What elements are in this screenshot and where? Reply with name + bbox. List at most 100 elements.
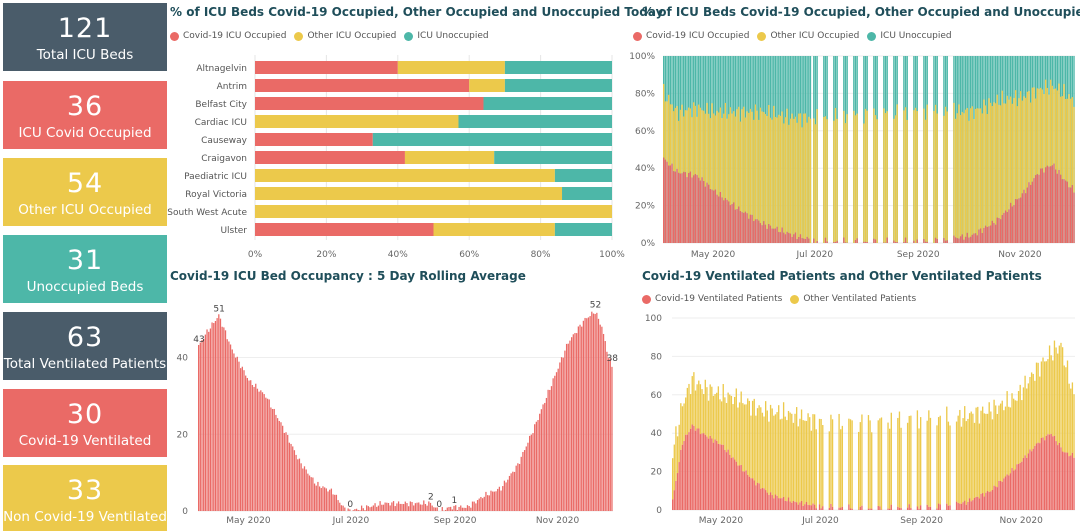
- bar-covid-vent: [815, 508, 817, 510]
- bar-other-vent: [1042, 357, 1044, 438]
- bar-other: [984, 105, 987, 226]
- bar-other: [683, 116, 685, 172]
- bar: [525, 446, 527, 511]
- bar-other: [751, 111, 753, 215]
- bar-covid-vent: [859, 506, 861, 510]
- bar: [460, 505, 462, 511]
- kpi-card[interactable]: 36 ICU Covid Occupied: [3, 81, 167, 149]
- trend-chart-title: % of ICU Beds Covid-19 Occupied, Other O…: [642, 5, 1080, 19]
- legend-item-other[interactable]: Other ICU Occupied: [757, 31, 859, 41]
- bar-other: [1013, 97, 1015, 206]
- bar: [520, 456, 522, 511]
- bar-covid: [754, 219, 757, 243]
- bar-other-vent: [964, 406, 966, 501]
- bar: [263, 394, 265, 511]
- bar-covid-vent: [771, 495, 773, 510]
- bar-other-vent: [712, 395, 715, 443]
- x-tick-label: Nov 2020: [998, 250, 1042, 260]
- bar-other-vent: [830, 414, 832, 504]
- kpi-card[interactable]: 121 Total ICU Beds: [3, 3, 167, 71]
- bar: [413, 505, 415, 511]
- bar-other: [794, 116, 797, 233]
- bar-other: [933, 110, 935, 243]
- bar-other: [946, 111, 948, 241]
- bar-other-vent: [1047, 359, 1049, 435]
- bar-other: [978, 108, 980, 230]
- bar-other-vent: [756, 408, 759, 483]
- x-tick-label: 100%: [599, 250, 625, 260]
- data-label: 1: [452, 496, 458, 506]
- bar-covid: [683, 171, 685, 243]
- bar-covid: [699, 180, 702, 243]
- bar-covid-vent: [1016, 464, 1018, 510]
- bar-other-vent: [920, 417, 922, 506]
- bar-covid: [1001, 215, 1003, 243]
- bar-segment: [255, 61, 398, 74]
- bar-covid-vent: [699, 434, 702, 510]
- bar-covid: [1054, 169, 1057, 243]
- bar-other-vent: [1070, 388, 1072, 456]
- legend-item-unocc[interactable]: ICU Unoccupied: [404, 31, 489, 41]
- bar-segment: [255, 223, 434, 236]
- kpi-card[interactable]: 54 Other ICU Occupied: [3, 158, 167, 226]
- bar-segment: [255, 151, 405, 164]
- bar: [513, 471, 516, 511]
- bar-covid: [759, 223, 762, 243]
- bar-other: [768, 104, 770, 225]
- bar-covid: [976, 235, 978, 243]
- bar: [517, 463, 519, 511]
- bar-other-vent: [717, 386, 720, 444]
- bar-other-vent: [742, 403, 744, 472]
- bar-covid-vent: [773, 498, 775, 510]
- bar: [297, 459, 299, 511]
- bar-other: [736, 109, 738, 210]
- legend-item-unocc[interactable]: ICU Unoccupied: [867, 31, 952, 41]
- bar-covid-vent: [1065, 452, 1067, 510]
- bar: [386, 502, 388, 511]
- bar-segment: [255, 187, 563, 200]
- bar-other-vent: [1040, 361, 1043, 438]
- bar-other: [971, 106, 973, 235]
- bar-other: [964, 109, 967, 237]
- bar-covid: [824, 237, 827, 243]
- bar-covid: [1048, 166, 1050, 243]
- bar-other: [704, 113, 707, 187]
- legend-item-covid-vent[interactable]: Covid-19 Ventilated Patients: [642, 294, 782, 304]
- bar-covid: [843, 237, 845, 243]
- bar-other: [979, 108, 982, 229]
- legend-item-covid[interactable]: Covid-19 ICU Occupied: [170, 31, 286, 41]
- bar-other-vent: [740, 391, 742, 465]
- bar-other: [883, 108, 885, 243]
- bar: [292, 446, 294, 511]
- bar-covid-vent: [760, 488, 762, 510]
- kpi-card[interactable]: 30 Covid-19 Ventilated: [3, 389, 167, 457]
- bar-covid: [694, 174, 697, 243]
- bar-other-vent: [869, 420, 871, 509]
- legend-item-covid[interactable]: Covid-19 ICU Occupied: [633, 31, 749, 41]
- kpi-card[interactable]: 31 Unoccupied Beds: [3, 235, 167, 303]
- bar-other: [996, 94, 998, 218]
- bar-other-vent: [822, 425, 824, 507]
- bar-other: [934, 104, 937, 238]
- y-tick-label: 60%: [635, 127, 655, 137]
- bar-other-vent: [704, 379, 706, 435]
- y-tick-label: 80: [651, 352, 663, 362]
- legend-item-other-vent[interactable]: Other Ventilated Patients: [790, 294, 916, 304]
- bar: [305, 469, 307, 511]
- bar-other-vent: [1017, 391, 1020, 464]
- kpi-card[interactable]: 33 Non Covid-19 Ventilated: [3, 465, 167, 531]
- bar-other: [663, 83, 665, 158]
- bar-other-vent: [683, 403, 685, 442]
- bar: [229, 344, 232, 511]
- bar-other: [668, 94, 670, 166]
- bar-covid-vent: [983, 496, 985, 510]
- bar-covid-vent: [1013, 470, 1015, 510]
- bar-covid: [739, 211, 742, 243]
- bar-other: [874, 115, 877, 240]
- bar-other-vent: [773, 415, 775, 499]
- kpi-card[interactable]: 63 Total Ventilated Patients: [3, 312, 167, 380]
- bar-other: [969, 108, 972, 237]
- legend-item-other[interactable]: Other ICU Occupied: [294, 31, 396, 41]
- bar-covid: [1023, 189, 1025, 243]
- bar-covid: [773, 228, 775, 243]
